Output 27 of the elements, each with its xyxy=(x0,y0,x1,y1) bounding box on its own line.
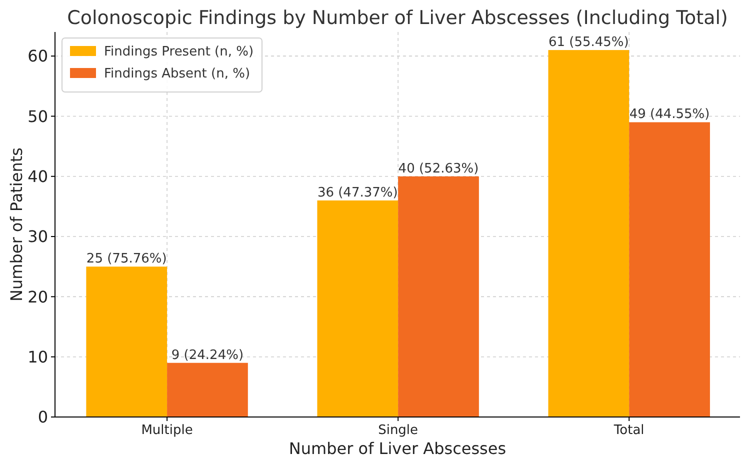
x-tick-label: Multiple xyxy=(141,423,193,438)
y-tick-label: 60 xyxy=(28,46,48,66)
bar xyxy=(398,176,479,417)
data-label: 61 (55.45%) xyxy=(548,35,629,50)
bar xyxy=(167,362,248,417)
x-tick-label: Single xyxy=(378,423,418,438)
data-label: 40 (52.63%) xyxy=(398,161,479,176)
data-label: 36 (47.37%) xyxy=(317,185,398,200)
chart-title: Colonoscopic Findings by Number of Liver Abscesses (Including Total) xyxy=(67,7,728,29)
bar xyxy=(86,266,168,417)
y-tick-label: 30 xyxy=(28,227,48,246)
x-axis-title: Number of Liver Abscesses xyxy=(288,439,506,458)
y-tick-label: 0 xyxy=(38,408,48,427)
data-label: 25 (75.76%) xyxy=(86,252,167,267)
x-tick-label: Total xyxy=(612,423,644,438)
y-tick-label: 40 xyxy=(28,166,48,186)
data-label: 49 (44.55%) xyxy=(629,107,710,122)
bar xyxy=(548,50,630,417)
bar xyxy=(629,122,710,417)
y-tick-label: 50 xyxy=(28,106,48,126)
bar xyxy=(317,200,398,417)
data-label: 9 (24.24%) xyxy=(171,348,244,363)
legend-label: Findings Present (n, %) xyxy=(104,44,254,60)
y-axis-title: Number of Patients xyxy=(7,148,26,302)
y-tick-label: 20 xyxy=(28,287,48,306)
y-tick-label: 10 xyxy=(28,347,48,366)
legend-label: Findings Absent (n, %) xyxy=(104,66,250,82)
